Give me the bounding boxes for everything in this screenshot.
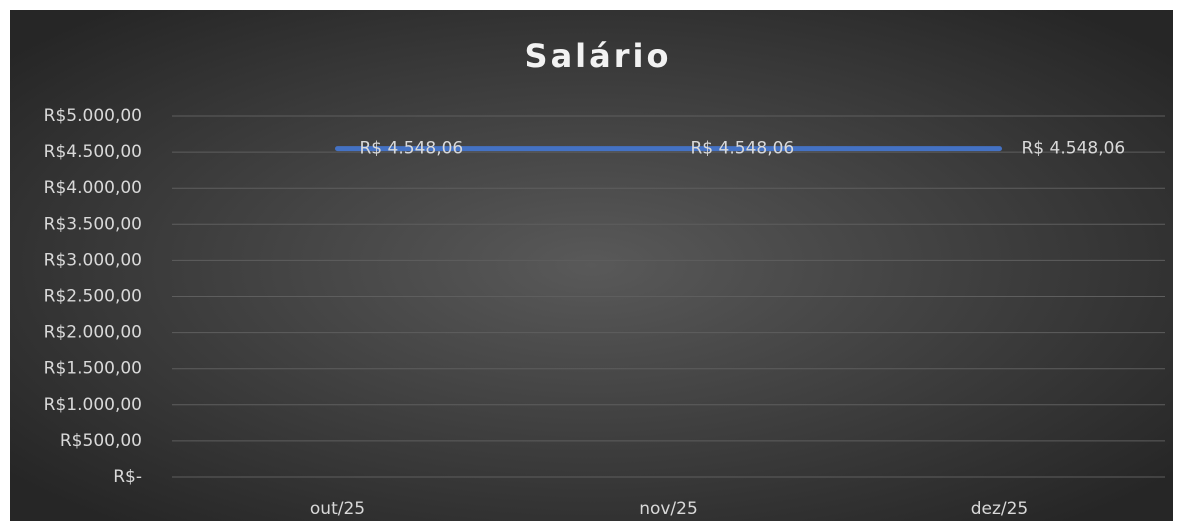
- chart-title: Salário: [525, 37, 672, 75]
- y-tick-label: R$5.000,00: [44, 106, 142, 126]
- y-tick-label: R$1.500,00: [44, 359, 142, 379]
- y-tick-label: R$3.500,00: [44, 214, 142, 234]
- x-tick-label: dez/25: [971, 499, 1029, 519]
- data-label: R$ 4.548,06: [360, 139, 464, 159]
- y-tick-label: R$-: [113, 467, 142, 487]
- data-label: R$ 4.548,06: [1022, 139, 1126, 159]
- y-tick-label: R$2.500,00: [44, 287, 142, 307]
- y-tick-label: R$4.000,00: [44, 178, 142, 198]
- y-tick-label: R$2.000,00: [44, 323, 142, 343]
- y-tick-label: R$500,00: [60, 431, 142, 451]
- x-tick-label: out/25: [310, 499, 365, 519]
- y-tick-label: R$4.500,00: [44, 142, 142, 162]
- chart-background: [10, 10, 1173, 521]
- data-label: R$ 4.548,06: [691, 139, 795, 159]
- y-tick-label: R$3.000,00: [44, 250, 142, 270]
- x-tick-label: nov/25: [639, 499, 698, 519]
- y-tick-label: R$1.000,00: [44, 395, 142, 415]
